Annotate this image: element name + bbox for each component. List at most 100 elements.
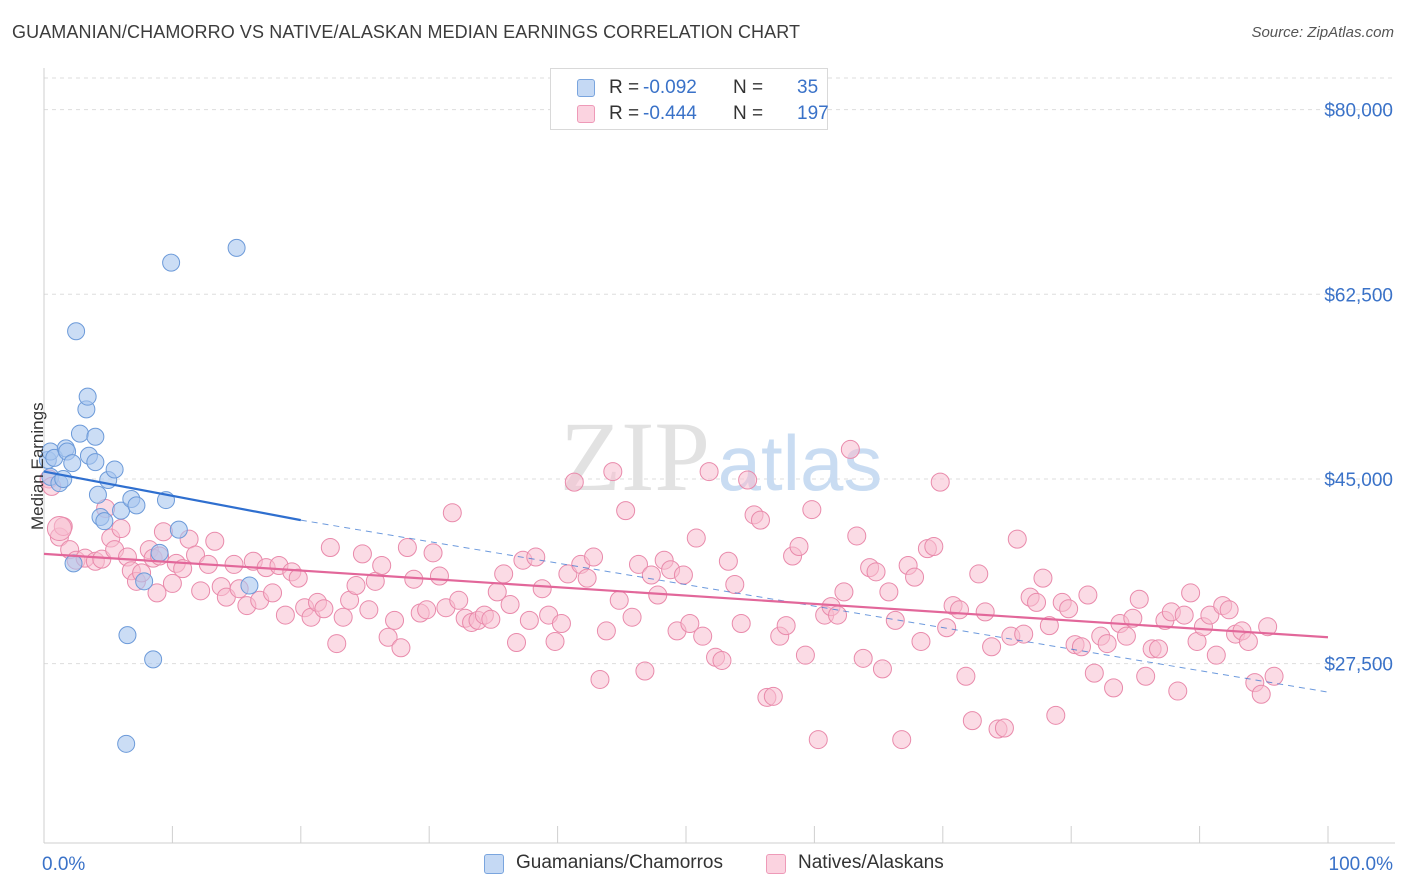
point-natives <box>1039 616 1059 636</box>
point-natives <box>962 711 982 731</box>
point-natives <box>314 599 334 619</box>
x-tick-label-max: 100.0% <box>1329 854 1394 875</box>
point-natives <box>1123 608 1143 628</box>
point-natives <box>423 543 443 563</box>
grid-lines <box>44 77 1395 665</box>
point-natives <box>111 519 131 539</box>
point-guamanians <box>63 454 82 473</box>
point-guamanians <box>162 253 181 272</box>
point-natives <box>616 501 636 521</box>
point-natives <box>763 686 783 706</box>
legend-n-value: 35 <box>797 77 819 98</box>
point-natives <box>551 614 571 634</box>
point-guamanians <box>135 572 154 591</box>
point-natives <box>372 555 392 575</box>
watermark-atlas: atlas <box>718 419 883 507</box>
point-natives <box>1104 678 1124 698</box>
point-natives <box>1174 605 1194 625</box>
point-natives <box>417 600 437 620</box>
point-natives <box>872 659 892 679</box>
point-guamanians <box>78 387 97 406</box>
point-natives <box>275 605 295 625</box>
point-natives <box>263 583 283 603</box>
point-natives <box>853 648 873 668</box>
point-natives <box>162 573 182 593</box>
legend-row-natives: R = -0.444 N = 197 <box>551 101 829 127</box>
point-natives <box>596 621 616 641</box>
point-natives <box>1206 645 1226 665</box>
point-natives <box>224 554 244 574</box>
point-natives <box>494 564 514 584</box>
legend-row-guamanians: R = -0.092 N = 35 <box>551 75 827 101</box>
bottom-legend-swatch-pink <box>766 854 786 874</box>
point-natives <box>191 581 211 601</box>
point-natives <box>840 439 860 459</box>
y-tick-label: $62,500 <box>1324 285 1393 306</box>
point-natives <box>584 547 604 567</box>
point-natives <box>937 618 957 638</box>
point-natives <box>641 565 661 585</box>
point-natives <box>519 610 539 630</box>
legend-n-value: 197 <box>797 103 829 124</box>
legend: R = -0.092 N = 35 R = -0.444 N = 197 <box>550 68 829 130</box>
bottom-legend-swatch-blue <box>484 854 504 874</box>
point-natives <box>205 531 225 551</box>
point-natives <box>320 538 340 558</box>
point-natives <box>1027 592 1047 612</box>
trend-line-guamanians <box>43 470 302 522</box>
y-axis-label: Median Earnings <box>28 402 47 530</box>
y-tick-labels: $27,500 $45,000 $62,500 $80,000 <box>1324 101 1393 676</box>
point-guamanians <box>70 424 89 443</box>
point-natives <box>905 567 925 587</box>
point-natives <box>776 616 796 636</box>
point-natives <box>1168 681 1188 701</box>
point-natives <box>545 631 565 651</box>
source-label: Source: ZipAtlas.com <box>1251 24 1394 41</box>
point-natives <box>46 516 72 542</box>
point-natives <box>975 602 995 622</box>
point-natives <box>327 634 347 654</box>
point-natives <box>808 730 828 750</box>
point-natives <box>1084 663 1104 683</box>
point-natives <box>680 614 700 634</box>
point-natives <box>391 638 411 658</box>
legend-r-value: -0.092 <box>643 77 697 98</box>
point-natives <box>1136 666 1156 686</box>
point-natives <box>994 718 1014 738</box>
legend-n-label: N = <box>733 77 764 98</box>
legend-swatch-blue <box>577 79 595 97</box>
point-natives <box>590 669 610 689</box>
point-natives <box>930 472 950 492</box>
point-natives <box>442 503 462 523</box>
point-natives <box>1258 617 1278 637</box>
point-natives <box>686 528 706 548</box>
point-natives <box>564 472 584 492</box>
point-guamanians <box>144 650 163 669</box>
point-natives <box>352 544 372 564</box>
point-natives <box>500 595 520 615</box>
point-guamanians <box>64 554 83 573</box>
point-natives <box>982 637 1002 657</box>
point-natives <box>1129 589 1149 609</box>
legend-r-value: -0.444 <box>643 103 697 124</box>
point-natives <box>712 650 732 670</box>
point-natives <box>429 566 449 586</box>
point-natives <box>1007 529 1027 549</box>
point-natives <box>828 605 848 625</box>
point-natives <box>635 661 655 681</box>
point-guamanians <box>105 460 124 479</box>
point-natives <box>1264 666 1284 686</box>
point-guamanians <box>127 496 146 515</box>
point-natives <box>359 600 379 620</box>
point-natives <box>1251 684 1271 704</box>
point-natives <box>397 538 417 558</box>
point-natives <box>885 610 905 630</box>
trend-line-guamanians-extension <box>300 519 1329 693</box>
point-natives <box>609 590 629 610</box>
point-natives <box>1238 631 1258 651</box>
point-natives <box>333 607 353 627</box>
point-guamanians <box>88 485 107 504</box>
point-natives <box>1149 639 1169 659</box>
trend-lines <box>43 470 1329 693</box>
